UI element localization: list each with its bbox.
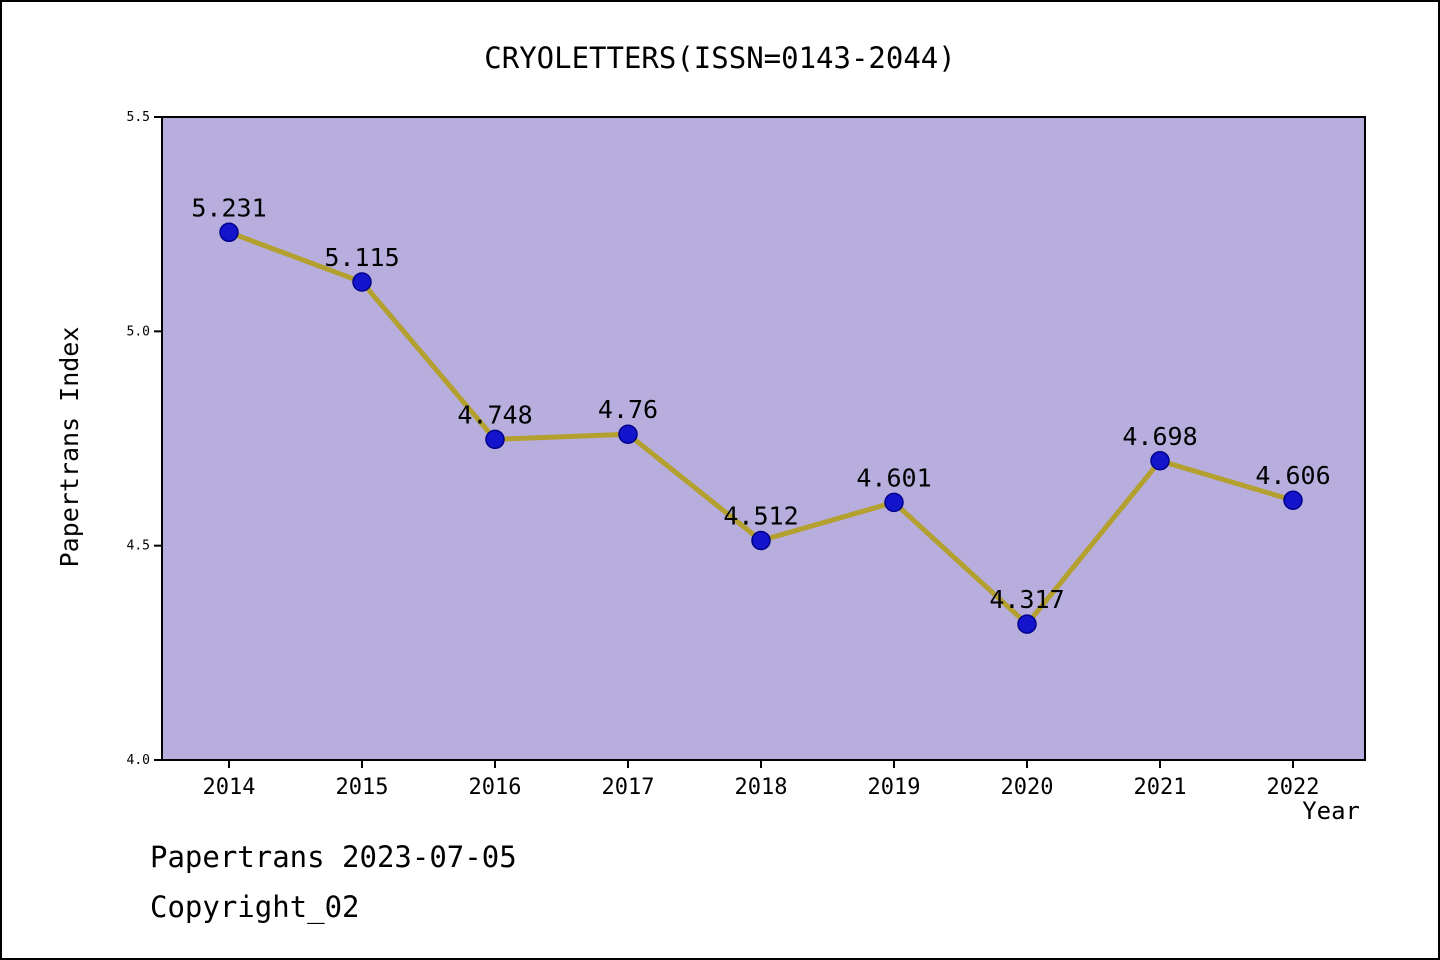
x-tick-label: 2022 (1267, 775, 1320, 800)
chart-title: CRYOLETTERS(ISSN=0143-2044) (484, 41, 955, 75)
data-point (485, 429, 505, 450)
x-tick-label: 2021 (1134, 775, 1187, 800)
data-point (884, 492, 904, 513)
y-tick-label: 4.0 (127, 753, 150, 768)
data-point (219, 222, 239, 243)
x-tick-label: 2019 (868, 775, 921, 800)
data-point-value: 4.606 (1255, 461, 1330, 490)
data-point (352, 272, 372, 292)
x-tick-label: 2015 (336, 775, 389, 800)
x-tick-label: 2018 (735, 775, 788, 800)
data-point (1150, 451, 1170, 471)
data-point-value: 4.698 (1122, 422, 1197, 451)
y-axis-label: Papertrans Index (55, 327, 84, 568)
data-point-value: 4.317 (989, 585, 1064, 614)
data-point-value: 4.76 (598, 395, 658, 424)
data-point (751, 530, 771, 551)
data-point (1017, 614, 1037, 634)
data-point (1283, 490, 1303, 510)
y-tick-label: 5.5 (127, 110, 150, 125)
y-axis-ticks: 4.0 4.5 5.0 5.5 (127, 110, 162, 768)
x-tick-label: 2014 (203, 775, 256, 800)
x-tick-label: 2017 (602, 775, 655, 800)
x-axis-label: Year (1302, 797, 1360, 825)
x-axis-ticks: 2014 2015 2016 2017 2018 2019 2020 2021 2022 (203, 760, 1320, 800)
footer-copyright-line: Copyright_02 (150, 890, 360, 925)
data-point (618, 424, 638, 444)
plot-area (161, 116, 1366, 761)
y-tick-label: 4.5 (127, 539, 150, 554)
footer-source-line: Papertrans 2023-07-05 (150, 840, 517, 874)
x-tick-label: 2016 (469, 775, 522, 800)
data-point-labels: 5.231 5.115 4.748 4.76 4.512 4.601 4.317 4.698 4… (191, 193, 1330, 614)
data-point-value: 4.748 (457, 400, 532, 429)
data-point-value: 4.601 (856, 463, 931, 492)
y-tick-label: 5.0 (127, 324, 150, 339)
x-tick-label: 2020 (1001, 775, 1054, 800)
data-point-value: 5.231 (191, 193, 266, 222)
data-point-value: 5.115 (324, 243, 399, 272)
data-points (219, 222, 1303, 634)
data-point-value: 4.512 (723, 502, 798, 531)
